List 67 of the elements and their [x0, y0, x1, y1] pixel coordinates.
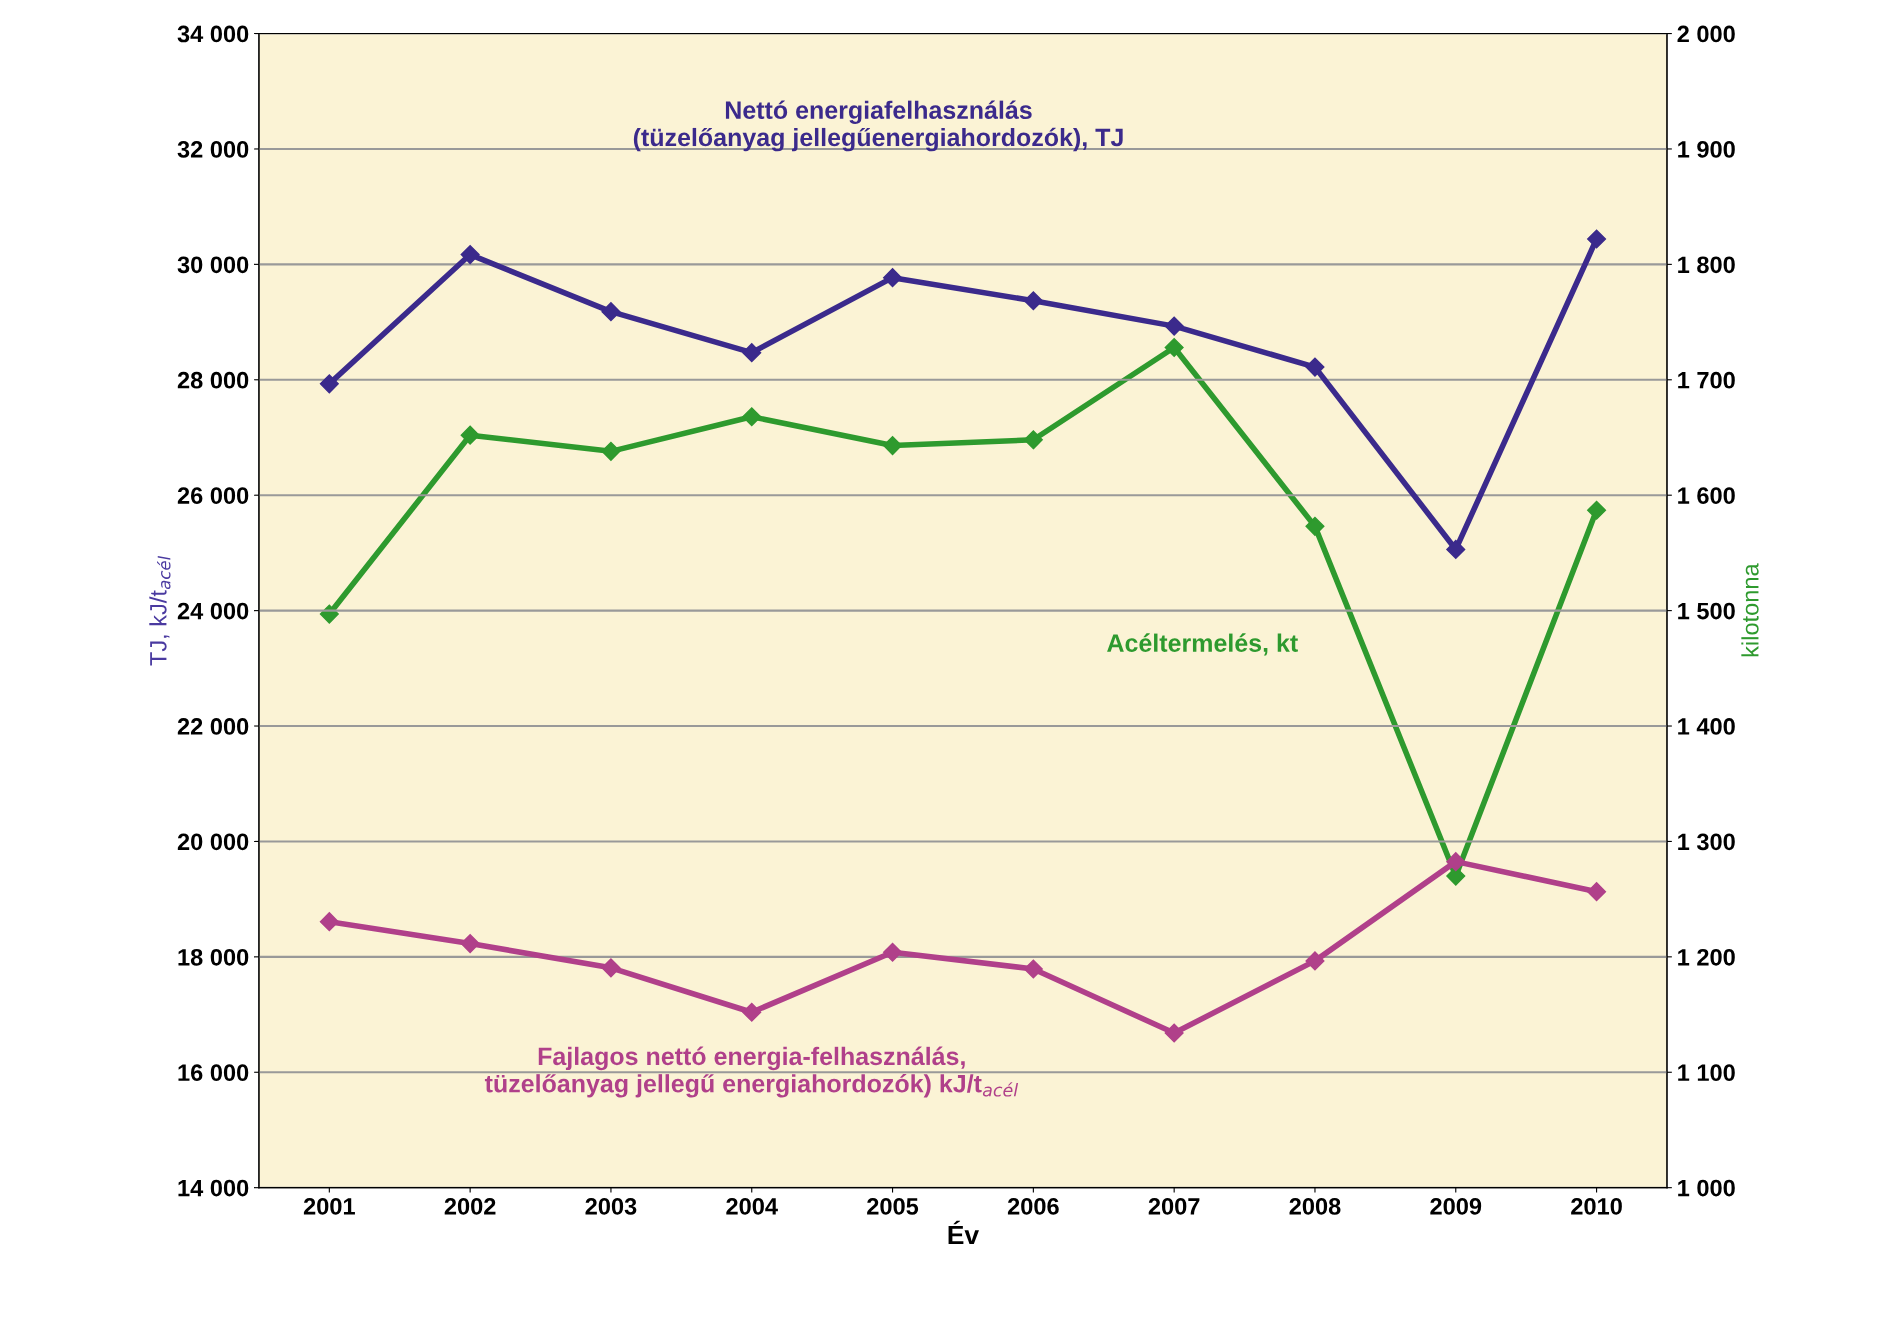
point [883, 942, 903, 962]
y-tick-label: 22 000 [177, 718, 249, 735]
point [1305, 951, 1325, 971]
y-tick-label: 32 000 [177, 141, 249, 158]
point [1446, 539, 1466, 559]
y2-tick-label: 1 500 [1678, 602, 1735, 620]
y2-tick-label: 1 100 [1678, 1064, 1735, 1082]
annotation: Nettó energiafelhasználás (tüzelőanyag jellegűenergiahordozók), TJ [633, 100, 1123, 152]
point [742, 407, 762, 427]
point [601, 958, 621, 978]
point [460, 934, 480, 954]
y2-tick-label: 1 200 [1678, 948, 1735, 966]
point [1587, 500, 1607, 520]
point [1164, 1023, 1184, 1043]
y-tick-label: 14 000 [178, 1179, 249, 1197]
y2-tick-label: 1 700 [1678, 371, 1735, 389]
x-tick-label: 2003 [585, 1198, 637, 1215]
point [1446, 852, 1466, 872]
point [1305, 357, 1325, 377]
x-tick-label: 2001 [303, 1198, 355, 1215]
point [1587, 882, 1607, 902]
point [742, 343, 762, 363]
y-tick-label: 34 000 [177, 25, 249, 43]
point [319, 604, 339, 624]
annotation: Fajlagos nettó energia-felhasználás, tüzelőanyag jellegű energiahordozók) kJ/t$_{acél}$ [484, 1046, 1019, 1098]
point [1023, 959, 1043, 979]
x-tick-label: 2005 [867, 1198, 919, 1215]
annotation: Acéltermelés, kt [1107, 633, 1298, 656]
y2-axis-title: kilotonna [1741, 563, 1759, 657]
point [742, 1002, 762, 1022]
y-tick-label: 16 000 [178, 1064, 249, 1082]
point [1164, 316, 1184, 336]
y2-tick-label: 1 400 [1678, 718, 1735, 735]
point [601, 441, 621, 461]
y2-tick-label: 1 800 [1678, 256, 1735, 274]
x-tick-label: 2007 [1148, 1198, 1200, 1215]
point [601, 302, 621, 322]
y-tick-label: 26 000 [177, 487, 249, 504]
y2-tick-label: 1 300 [1678, 833, 1735, 851]
x-axis-title: Év [948, 1220, 979, 1245]
y2-tick-label: 1 600 [1678, 487, 1735, 504]
x-tick-label: 2008 [1289, 1198, 1341, 1215]
point [1023, 291, 1043, 311]
point [1023, 430, 1043, 450]
x-tick-label: 2009 [1430, 1198, 1482, 1215]
point [460, 245, 480, 265]
x-tick-label: 2010 [1571, 1198, 1622, 1215]
x-tick-label: 2006 [1007, 1198, 1059, 1215]
y-tick-label: 24 000 [177, 602, 249, 620]
y-tick-label: 18 000 [178, 948, 249, 966]
y-tick-label: 28 000 [177, 371, 249, 389]
y-axis-title: TJ, kJ/t$_{acél}$ [149, 555, 171, 666]
point [1305, 516, 1325, 536]
point [319, 912, 339, 932]
y2-tick-label: 2 000 [1677, 25, 1735, 43]
y-tick-label: 30 000 [177, 256, 249, 274]
point [460, 425, 480, 445]
point [1587, 229, 1607, 249]
y-tick-label: 20 000 [177, 833, 249, 851]
point [1164, 337, 1184, 358]
x-tick-label: 2002 [444, 1198, 496, 1215]
y2-tick-label: 1 000 [1678, 1179, 1735, 1197]
point [883, 268, 903, 288]
point [883, 436, 903, 456]
y2-tick-label: 1 900 [1678, 141, 1735, 158]
x-tick-label: 2004 [726, 1198, 778, 1215]
point [319, 374, 339, 394]
